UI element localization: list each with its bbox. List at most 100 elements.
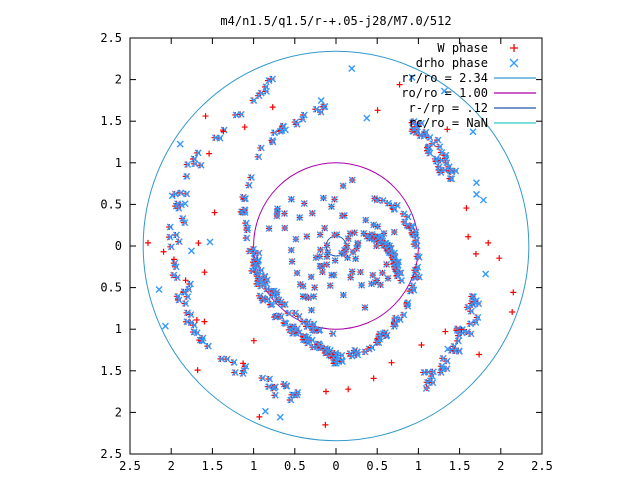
- w-phase-point: [319, 103, 326, 110]
- drho-phase-point: [300, 111, 308, 119]
- w-phase-point: [249, 97, 256, 104]
- drho-phase-point: [299, 115, 307, 123]
- drho-phase-point: [351, 229, 359, 237]
- drho-phase-point: [372, 242, 380, 250]
- w-phase-point: [472, 250, 479, 257]
- drho-phase-point: [361, 348, 369, 356]
- y-tick-label: 0: [115, 239, 122, 253]
- w-phase-point: [264, 383, 271, 390]
- drho-phase-point: [238, 208, 246, 216]
- w-phase-point: [190, 329, 197, 336]
- w-phase-point: [241, 124, 248, 131]
- drho-phase-point: [194, 149, 202, 157]
- drho-phase-point: [361, 303, 369, 311]
- w-phase-point: [411, 229, 418, 236]
- drho-phase-point: [295, 329, 303, 337]
- drho-phase-point: [254, 257, 262, 265]
- drho-phase-point: [379, 196, 387, 204]
- w-phase-point: [309, 344, 316, 351]
- w-phase-point: [174, 297, 181, 304]
- drho-phase-point: [422, 128, 430, 136]
- w-phase-point: [270, 129, 277, 136]
- drho-phase-point: [417, 119, 425, 127]
- drho-phase-point: [358, 281, 366, 289]
- drho-phase-point: [331, 231, 339, 239]
- w-phase-point: [250, 337, 257, 344]
- w-phase-point: [391, 315, 398, 322]
- drho-phase-point: [308, 306, 315, 314]
- w-phase-point: [254, 153, 261, 160]
- drho-phase-point: [436, 143, 444, 151]
- w-phase-point: [206, 150, 213, 157]
- w-phase-point: [145, 239, 152, 246]
- drho-phase-point: [211, 134, 219, 142]
- w-phase-point: [300, 111, 307, 118]
- drho-phase-point: [413, 273, 421, 281]
- drho-phase-point: [300, 199, 308, 207]
- drho-phase-point: [440, 87, 448, 95]
- drho-phase-point: [408, 73, 416, 81]
- drho-phase-point: [363, 114, 371, 122]
- drho-phase-point: [197, 161, 205, 169]
- drho-phase-point: [241, 195, 249, 203]
- drho-phase-point: [344, 254, 352, 262]
- w-phase-point: [392, 259, 399, 266]
- legend-swatch: [510, 44, 518, 52]
- x-tick-label: 1.5: [202, 459, 224, 473]
- drho-phase-point: [316, 231, 324, 239]
- drho-phase-point: [467, 320, 475, 328]
- drho-phase-point: [347, 273, 355, 281]
- w-phase-point: [428, 373, 435, 380]
- drho-phase-point: [432, 157, 440, 165]
- drho-phase-point: [409, 119, 417, 127]
- drho-phase-point: [242, 362, 250, 370]
- y-tick-label: 2.5: [100, 447, 122, 461]
- y-tick-label: 2: [115, 73, 122, 87]
- w-phase-point: [417, 120, 424, 127]
- w-phase-point: [160, 248, 167, 255]
- drho-phase-point: [288, 391, 296, 399]
- w-phase-point: [220, 128, 227, 135]
- drho-phase-point: [245, 181, 253, 189]
- drho-phase-point: [354, 239, 362, 247]
- w-phase-point: [175, 238, 182, 245]
- w-phase-point: [258, 375, 265, 382]
- drho-phase-point: [281, 210, 288, 218]
- drho-phase-point: [185, 285, 193, 293]
- w-phase-point: [223, 356, 230, 363]
- drho-phase-point: [384, 274, 392, 282]
- x-tick-label: 2.5: [119, 459, 141, 473]
- drho-phase-point: [270, 291, 278, 299]
- drho-phase-point: [271, 313, 279, 321]
- drho-phase-point: [274, 205, 282, 213]
- w-phase-point: [277, 313, 284, 320]
- drho-phase-point: [435, 163, 443, 171]
- w-phase-point: [331, 351, 338, 358]
- drho-phase-point: [182, 300, 190, 308]
- drho-phase-point: [414, 252, 422, 260]
- drho-phase-point: [281, 126, 289, 134]
- drho-phase-point: [339, 291, 347, 299]
- drho-phase-point: [474, 313, 482, 321]
- w-phase-point: [247, 174, 254, 181]
- x-tick-label: 2: [168, 459, 175, 473]
- w-phase-point: [172, 263, 179, 270]
- drho-phase-point: [448, 175, 456, 183]
- drho-phase-point: [388, 202, 396, 210]
- w-phase-point: [294, 329, 301, 336]
- drho-phase-point: [253, 268, 261, 276]
- drho-phase-point: [263, 285, 271, 293]
- drho-phase-point: [293, 269, 301, 277]
- drho-phase-point: [184, 161, 192, 169]
- drho-phase-point: [183, 190, 191, 198]
- drho-phase-point: [383, 260, 391, 268]
- drho-phase-point: [467, 307, 475, 315]
- drho-phase-point: [362, 216, 370, 224]
- drho-phase-point: [420, 368, 428, 376]
- drho-phase-point: [287, 246, 295, 254]
- drho-phase-point: [386, 242, 394, 250]
- w-phase-point: [182, 173, 189, 180]
- drho-phase-point: [265, 383, 273, 391]
- drho-phase-point: [175, 238, 183, 246]
- w-phase-point: [420, 369, 427, 376]
